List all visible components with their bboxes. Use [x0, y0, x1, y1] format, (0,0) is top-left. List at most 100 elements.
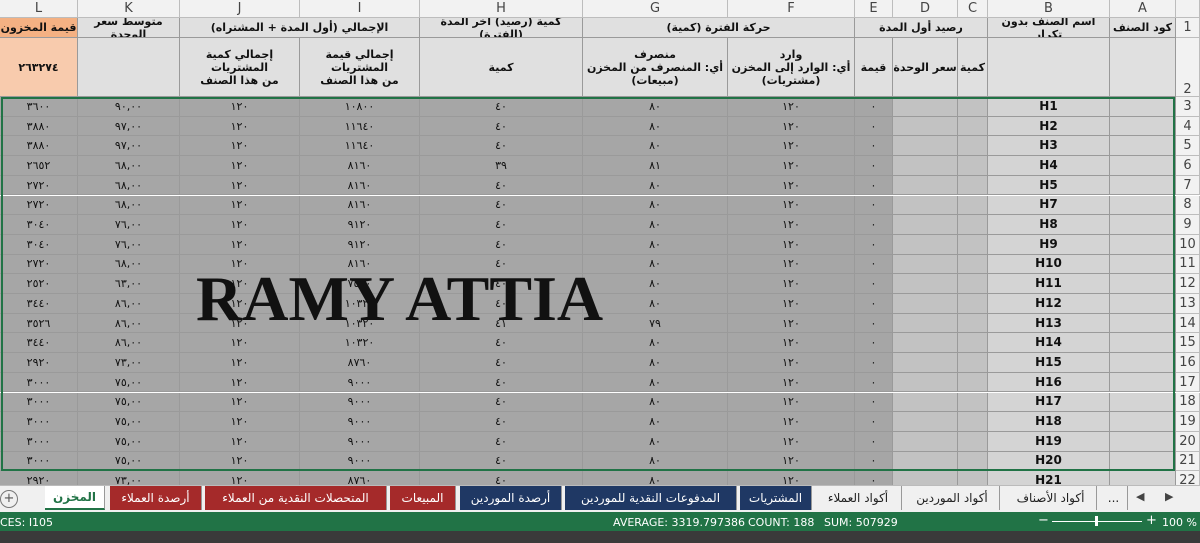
- column-header[interactable]: B: [988, 0, 1110, 18]
- cell[interactable]: ١٢٠: [728, 313, 855, 334]
- cell[interactable]: ١٢٠: [180, 215, 300, 235]
- cell[interactable]: ٨٠: [583, 333, 728, 354]
- cell[interactable]: ١٢٠: [728, 294, 855, 314]
- cell[interactable]: H5: [988, 175, 1110, 196]
- cell[interactable]: ١٢٠: [180, 372, 300, 393]
- cell[interactable]: H20: [988, 451, 1110, 472]
- cell[interactable]: ٨٠: [583, 254, 728, 275]
- cell[interactable]: ٤٠: [420, 116, 583, 137]
- cell[interactable]: ٤٠: [420, 97, 583, 117]
- cell[interactable]: ٩٧,٠٠: [78, 136, 180, 157]
- column-header[interactable]: E: [855, 0, 893, 18]
- cell[interactable]: ٤٠: [420, 471, 583, 485]
- cell[interactable]: ١٢٠: [728, 333, 855, 354]
- row-header[interactable]: 6: [1176, 156, 1200, 176]
- cell[interactable]: ٠: [855, 97, 893, 117]
- cell[interactable]: ١٢٠: [728, 234, 855, 255]
- row-header[interactable]: 18: [1176, 392, 1200, 413]
- row-header[interactable]: 1: [1176, 18, 1200, 38]
- cell[interactable]: ٤٠: [420, 136, 583, 157]
- cell[interactable]: ٧٥٦٠: [300, 274, 420, 294]
- cell[interactable]: H21: [988, 471, 1110, 485]
- cell[interactable]: ٧٦,٠٠: [78, 215, 180, 235]
- cell[interactable]: ٨٠: [583, 175, 728, 196]
- cell[interactable]: ٢٥٢٠: [0, 274, 78, 294]
- cell[interactable]: H14: [988, 333, 1110, 354]
- cell[interactable]: ٦٨,٠٠: [78, 156, 180, 176]
- sheet-tab[interactable]: المدفوعات النقدية للموردين: [565, 486, 737, 510]
- column-header[interactable]: F: [728, 0, 855, 18]
- cell[interactable]: ٨٠: [583, 412, 728, 432]
- cell[interactable]: ٣٠٠٠: [0, 431, 78, 452]
- cell[interactable]: ١٢٠: [180, 156, 300, 176]
- cell[interactable]: ٧٣,٠٠: [78, 471, 180, 485]
- cell[interactable]: ٠: [855, 254, 893, 275]
- cell[interactable]: ١٢٠: [180, 471, 300, 485]
- cell[interactable]: ٢٧٢٠: [0, 254, 78, 275]
- cell[interactable]: ١٠٣٢٠: [300, 294, 420, 314]
- cell[interactable]: ٨١: [583, 156, 728, 176]
- cell[interactable]: ٨٦,٠٠: [78, 333, 180, 354]
- cell[interactable]: ٧٥,٠٠: [78, 372, 180, 393]
- sheet-tab[interactable]: المخزن: [45, 486, 105, 510]
- cell[interactable]: H2: [988, 116, 1110, 137]
- cell[interactable]: H4: [988, 156, 1110, 176]
- column-header[interactable]: G: [583, 0, 728, 18]
- cell[interactable]: ٠: [855, 215, 893, 235]
- cell[interactable]: ٠: [855, 412, 893, 432]
- cell[interactable]: ٤٠: [420, 175, 583, 196]
- cell[interactable]: ٨٠: [583, 431, 728, 452]
- cell[interactable]: ٠: [855, 294, 893, 314]
- cell[interactable]: ٩٠٠٠: [300, 392, 420, 413]
- cell[interactable]: ٦٣,٠٠: [78, 274, 180, 294]
- sheet-tab[interactable]: أكواد الأصناف: [1005, 486, 1097, 510]
- cell[interactable]: H19: [988, 431, 1110, 452]
- row-header[interactable]: 2: [1176, 38, 1200, 97]
- zoom-out[interactable]: −: [1038, 513, 1049, 528]
- cell[interactable]: ٨٠: [583, 353, 728, 373]
- cell[interactable]: ٤٠: [420, 392, 583, 413]
- cell[interactable]: ٩٠٠٠: [300, 372, 420, 393]
- cell[interactable]: ٣٠٠٠: [0, 372, 78, 393]
- cell[interactable]: ٠: [855, 392, 893, 413]
- cell[interactable]: ٣٤٤٠: [0, 294, 78, 314]
- cell[interactable]: ٨٠: [583, 97, 728, 117]
- cell[interactable]: ١٢٠: [180, 136, 300, 157]
- cell[interactable]: ١٢٠: [180, 294, 300, 314]
- cell[interactable]: ٣٠٤٠: [0, 215, 78, 235]
- row-header[interactable]: 9: [1176, 215, 1200, 235]
- cell[interactable]: ٣٦٠٠: [0, 97, 78, 117]
- cell[interactable]: ٤٠: [420, 372, 583, 393]
- cell[interactable]: ٠: [855, 274, 893, 294]
- row-header[interactable]: 20: [1176, 431, 1200, 452]
- cell[interactable]: ٣٠٠٠: [0, 412, 78, 432]
- cell[interactable]: H11: [988, 274, 1110, 294]
- cell[interactable]: ٩٠٠٠: [300, 412, 420, 432]
- cell[interactable]: ١٢٠: [180, 175, 300, 196]
- cell[interactable]: H12: [988, 294, 1110, 314]
- cell[interactable]: ٣٥٢٦: [0, 313, 78, 334]
- cell[interactable]: ٤١: [420, 313, 583, 334]
- cell[interactable]: ٨٧٦٠: [300, 471, 420, 485]
- cell[interactable]: ١٢٠: [180, 116, 300, 137]
- cell[interactable]: H7: [988, 195, 1110, 216]
- cell[interactable]: H3: [988, 136, 1110, 157]
- cell[interactable]: ٠: [855, 116, 893, 137]
- cell[interactable]: H8: [988, 215, 1110, 235]
- cell[interactable]: ١٢٠: [180, 234, 300, 255]
- row-header[interactable]: 17: [1176, 372, 1200, 393]
- cell[interactable]: H18: [988, 412, 1110, 432]
- cell[interactable]: ١٢٠: [180, 353, 300, 373]
- sheet-tab[interactable]: أكواد الموردين: [905, 486, 1000, 510]
- cell[interactable]: ٨٠: [583, 294, 728, 314]
- cell[interactable]: ٨١٦٠: [300, 156, 420, 176]
- cell[interactable]: ١٢٠: [180, 254, 300, 275]
- sheet-tab[interactable]: المتحصلات النقدية من العملاء: [205, 486, 387, 510]
- cell[interactable]: ٣٨٨٠: [0, 136, 78, 157]
- sheet-tab[interactable]: أكواد العملاء: [815, 486, 902, 510]
- cell[interactable]: ٠: [855, 353, 893, 373]
- cell[interactable]: ٠: [855, 333, 893, 354]
- cell[interactable]: ٤٠: [420, 294, 583, 314]
- cell[interactable]: ١٢٠: [728, 471, 855, 485]
- cell[interactable]: ٣٠٠٠: [0, 392, 78, 413]
